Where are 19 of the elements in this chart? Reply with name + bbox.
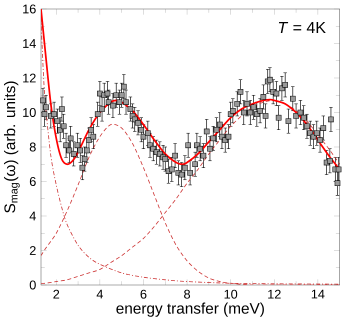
y-axis-title: S$_{mag}$(ω) (arb. units)	[4, 81, 20, 213]
x-tick-label: 8	[184, 290, 190, 299]
x-axis-title: energy transfer (meV)	[116, 302, 264, 317]
y-tick-label: 4	[30, 212, 36, 220]
y-tick-label: 16	[23, 4, 36, 14]
y-tick-label: 12	[23, 74, 36, 82]
y-tick-label: 14	[23, 39, 36, 48]
x-tick-label: 14	[312, 290, 325, 298]
x-tick-label: 6	[140, 290, 146, 299]
y-tick-label: 6	[30, 177, 36, 186]
y-tick-label: 10	[23, 108, 36, 117]
annotation: T = 4K	[278, 22, 326, 33]
y-tick-label: 8	[30, 142, 36, 152]
y-tick-label: 0	[30, 280, 36, 290]
x-tick-label: 12	[268, 290, 281, 299]
x-tick-label: 4	[96, 290, 104, 298]
x-tick-label: 10	[224, 290, 238, 299]
x-tick-label: 2	[53, 290, 60, 299]
y-tick-label: 2	[30, 246, 36, 255]
